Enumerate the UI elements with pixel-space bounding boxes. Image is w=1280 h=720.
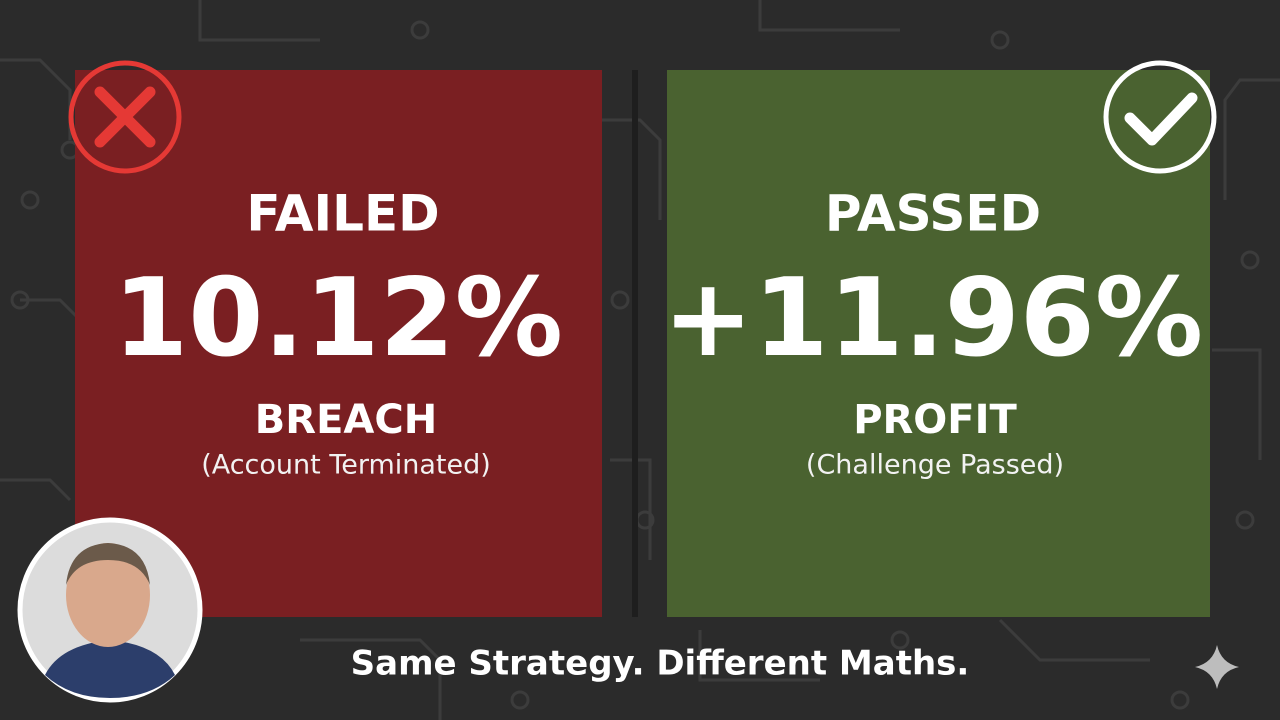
label: BREACH bbox=[255, 397, 437, 443]
status: FAILED bbox=[246, 185, 439, 243]
label: PROFIT bbox=[853, 397, 1017, 443]
note: (Challenge Passed) bbox=[806, 450, 1064, 481]
caption: Same Strategy. Different Maths. bbox=[351, 644, 970, 684]
sparkle-icon bbox=[1195, 645, 1239, 689]
failed-panel bbox=[75, 70, 602, 617]
avatar bbox=[17, 517, 203, 703]
percentage: +11.96% bbox=[663, 256, 1203, 381]
divider bbox=[632, 70, 638, 617]
pass-icon bbox=[1103, 60, 1217, 174]
status: PASSED bbox=[825, 185, 1041, 243]
fail-icon bbox=[68, 60, 182, 174]
percentage: 10.12% bbox=[113, 256, 563, 381]
passed-panel bbox=[667, 70, 1210, 617]
note: (Account Terminated) bbox=[201, 450, 491, 481]
